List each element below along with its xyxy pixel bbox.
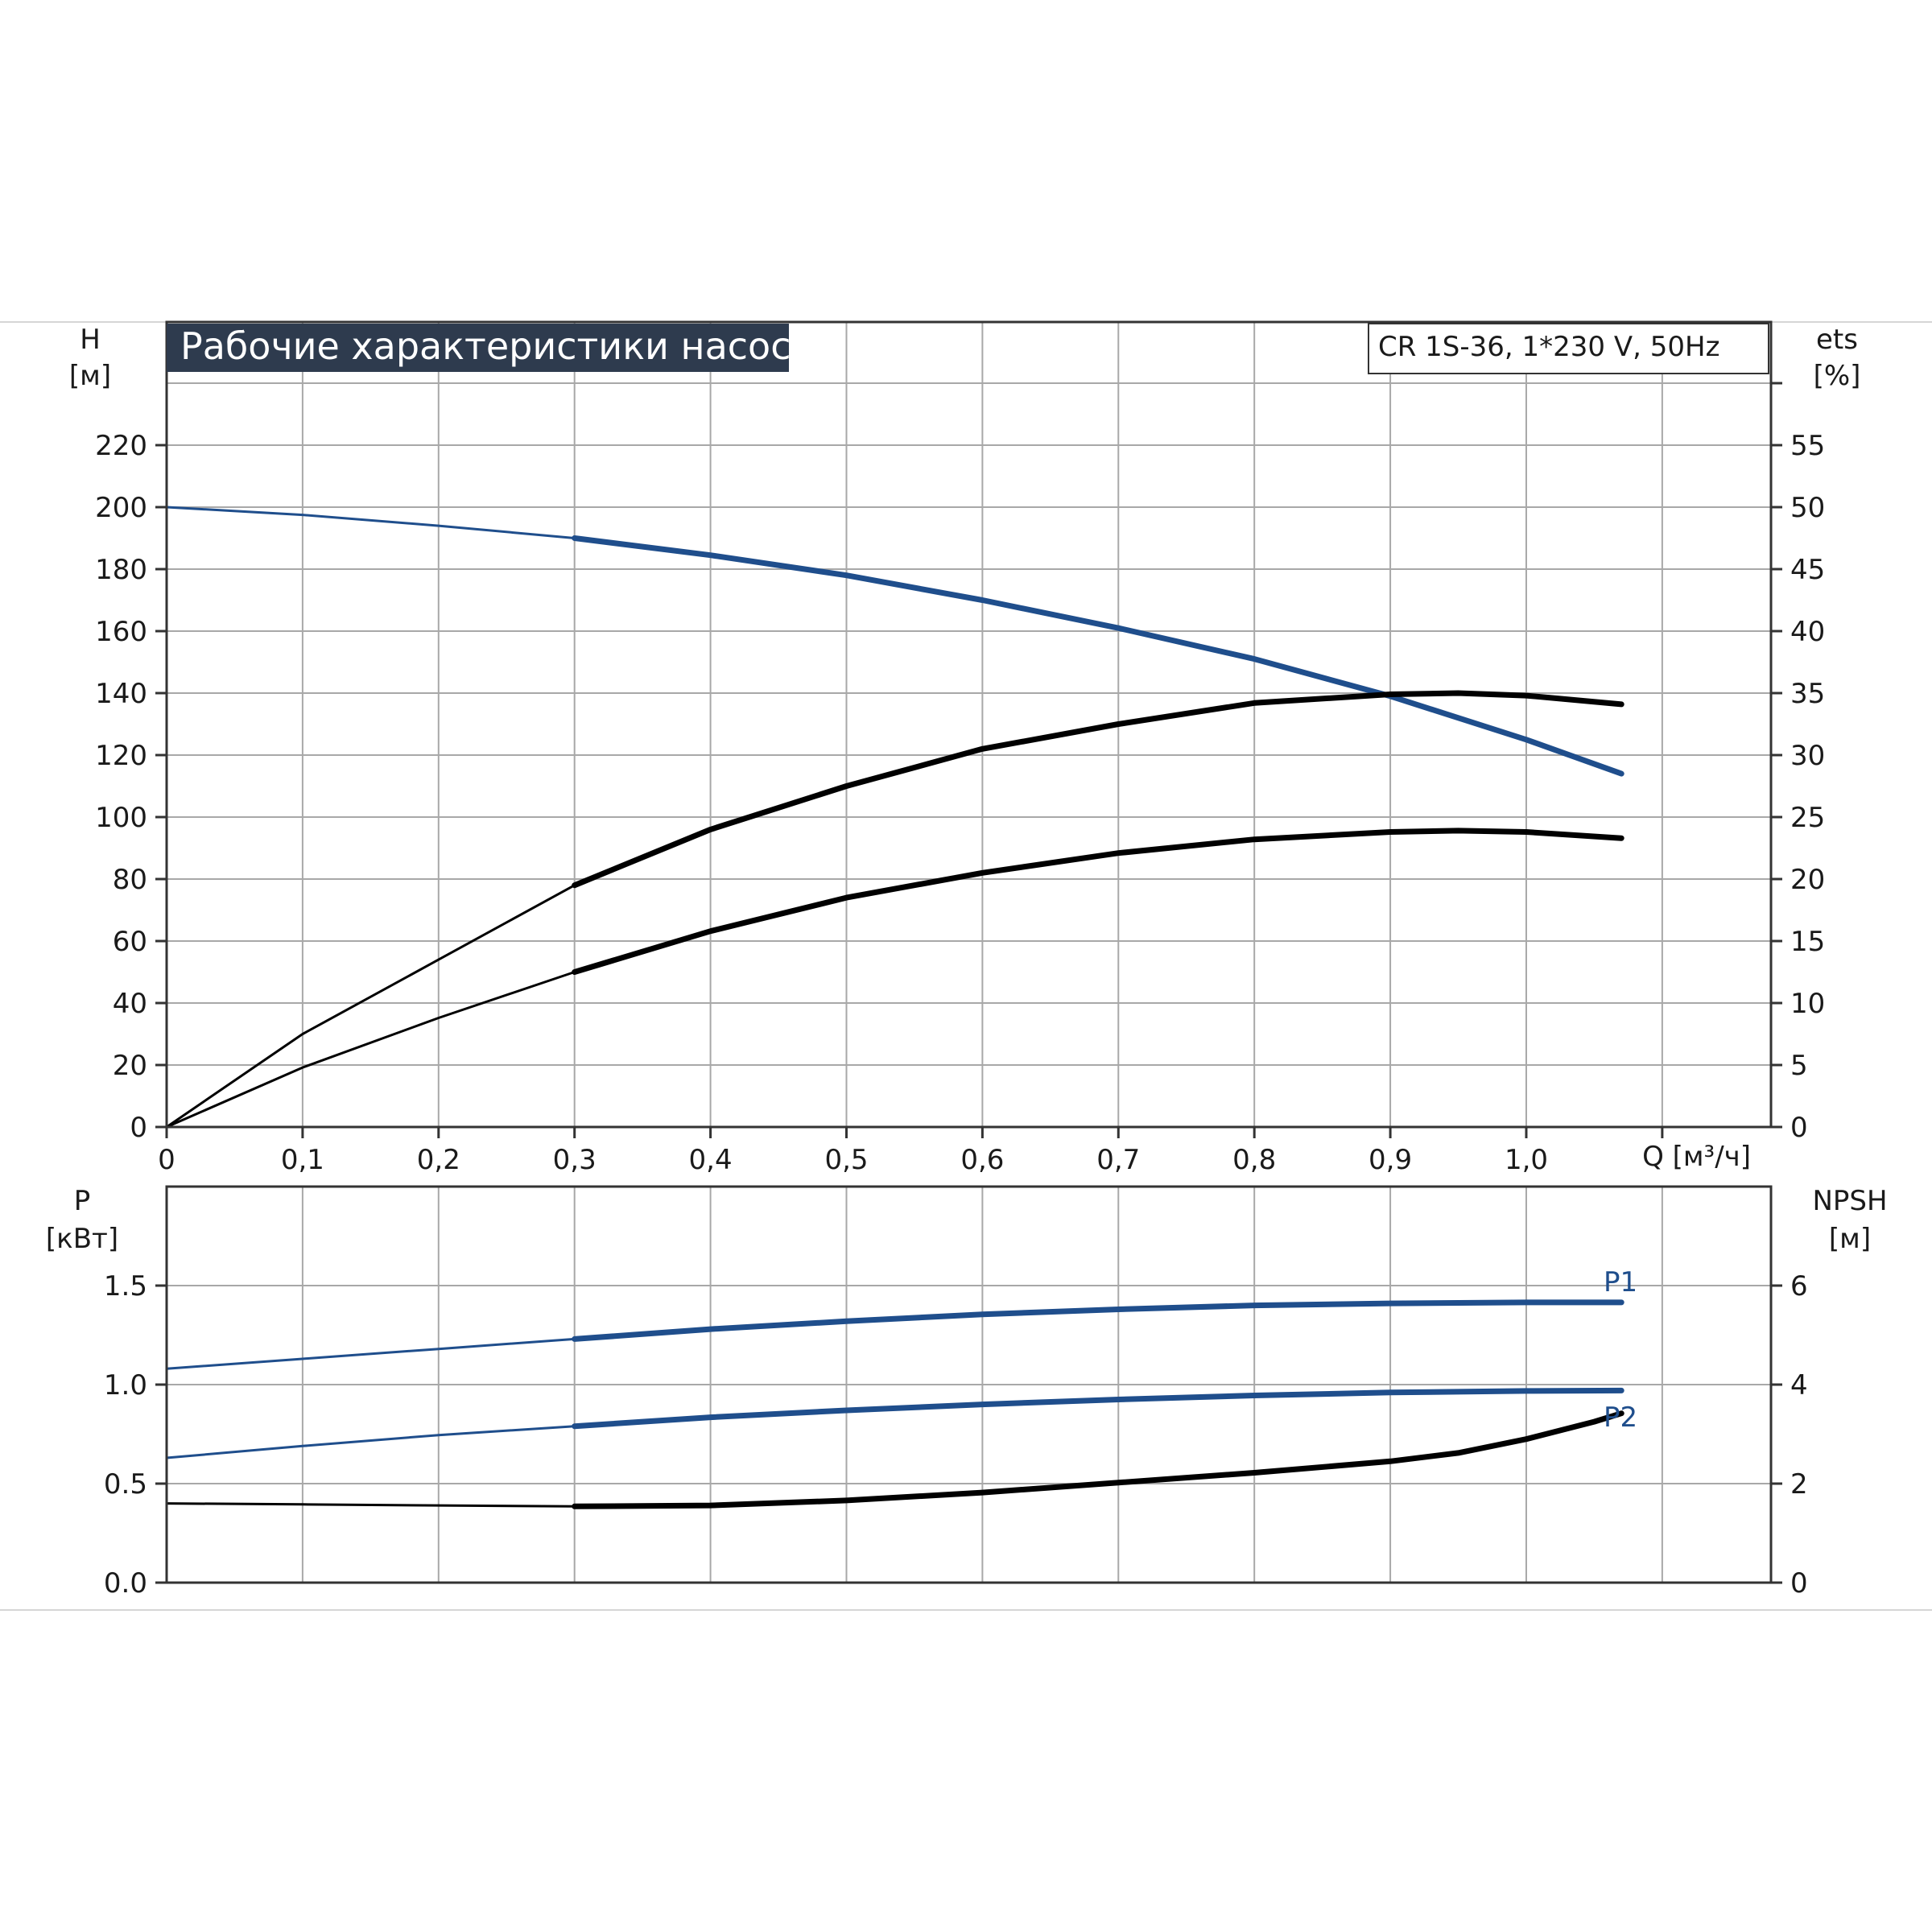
top-series-0-operating-range bbox=[572, 535, 1624, 777]
top-series-0-line bbox=[166, 506, 1622, 775]
efficiency-axis-label: ets bbox=[1816, 324, 1858, 356]
x-tick-label: 0,6 bbox=[960, 1144, 1004, 1176]
top-series-2-line bbox=[166, 829, 1622, 1129]
chart-title: Рабочие характеристики насоса bbox=[180, 324, 814, 368]
bottom-right-axis-ticks: 0 2 4 6 bbox=[1771, 1270, 1808, 1600]
bottom-chart-grid bbox=[167, 1187, 1771, 1583]
top-right-axis-ticks: 0 5 10 15 20 25 30 35 40 45 50 55 bbox=[1771, 382, 1825, 1144]
top-chart-grid bbox=[167, 322, 1771, 1127]
left-tick-label: 180 bbox=[95, 554, 147, 586]
npsh-axis-label: NPSH bbox=[1812, 1185, 1887, 1217]
left-tick-label: 60 bbox=[113, 926, 147, 958]
left-tick-label: 0.5 bbox=[104, 1468, 147, 1501]
bottom-series-1-operating-range bbox=[572, 1387, 1624, 1430]
bottom-series-0-operating-range bbox=[572, 1299, 1624, 1342]
head-axis-label: H bbox=[80, 324, 101, 356]
bottom-chart-series bbox=[166, 1299, 1624, 1509]
right-tick-label: 10 bbox=[1790, 988, 1825, 1020]
x-tick-label: 0 bbox=[158, 1144, 175, 1176]
model-box bbox=[1368, 323, 1769, 374]
top-chart-series bbox=[166, 506, 1624, 1129]
left-tick-label: 120 bbox=[95, 740, 147, 772]
right-tick-label: 45 bbox=[1790, 554, 1825, 586]
bottom-series-0-line bbox=[166, 1301, 1622, 1370]
right-tick-label: 4 bbox=[1790, 1369, 1808, 1402]
bottom-series-1-line bbox=[166, 1389, 1622, 1459]
x-tick-label: 0,8 bbox=[1232, 1144, 1276, 1176]
p2-curve-label: P2 bbox=[1604, 1402, 1637, 1434]
right-tick-label: 35 bbox=[1790, 678, 1825, 710]
right-tick-label: 40 bbox=[1790, 616, 1825, 648]
flow-axis-label: Q [м³/ч] bbox=[1642, 1141, 1751, 1173]
p1-curve-label: P1 bbox=[1604, 1266, 1637, 1298]
top-chart-frame bbox=[165, 320, 1773, 1129]
chart-title-background bbox=[167, 324, 789, 372]
left-tick-label: 80 bbox=[113, 864, 147, 896]
left-tick-label: 200 bbox=[95, 492, 147, 524]
x-tick-label: 0,2 bbox=[417, 1144, 460, 1176]
left-tick-label: 140 bbox=[95, 678, 147, 710]
x-tick-label: 0,1 bbox=[281, 1144, 324, 1176]
left-tick-label: 40 bbox=[113, 988, 147, 1020]
right-tick-label: 6 bbox=[1790, 1270, 1808, 1302]
top-left-axis-ticks: 0 20 40 60 80 100 120 140 160 180 200 220 bbox=[95, 430, 167, 1144]
top-series-2-operating-range bbox=[572, 828, 1624, 975]
right-tick-label: 20 bbox=[1790, 864, 1825, 896]
npsh-axis-unit: [м] bbox=[1829, 1223, 1871, 1255]
model-label: CR 1S-36, 1*230 V, 50Hz bbox=[1378, 331, 1719, 363]
x-tick-label: 0,7 bbox=[1096, 1144, 1140, 1176]
right-tick-label: 15 bbox=[1790, 926, 1825, 958]
bottom-left-axis-ticks: 0.0 0.5 1.0 1.5 bbox=[104, 1270, 167, 1600]
right-tick-label: 0 bbox=[1790, 1567, 1808, 1600]
head-axis-unit: [м] bbox=[69, 360, 111, 392]
right-tick-label: 0 bbox=[1790, 1112, 1808, 1144]
left-tick-label: 160 bbox=[95, 616, 147, 648]
x-tick-label: 0,9 bbox=[1368, 1144, 1412, 1176]
right-tick-label: 30 bbox=[1790, 740, 1825, 772]
x-tick-label: 0,3 bbox=[553, 1144, 597, 1176]
left-tick-label: 1.0 bbox=[104, 1369, 147, 1402]
bottom-series-2-operating-range bbox=[572, 1410, 1624, 1509]
power-axis-label: P bbox=[74, 1185, 91, 1217]
left-tick-label: 220 bbox=[95, 430, 147, 462]
x-tick-label: 1,0 bbox=[1505, 1144, 1548, 1176]
top-series-1-operating-range bbox=[572, 690, 1624, 889]
right-tick-label: 2 bbox=[1790, 1468, 1808, 1501]
x-tick-label: 0,5 bbox=[824, 1144, 868, 1176]
left-tick-label: 0 bbox=[130, 1112, 147, 1144]
right-tick-label: 5 bbox=[1790, 1050, 1808, 1082]
left-tick-label: 100 bbox=[95, 802, 147, 834]
right-tick-label: 55 bbox=[1790, 430, 1825, 462]
right-tick-label: 25 bbox=[1790, 802, 1825, 834]
top-series-1-line bbox=[166, 691, 1622, 1129]
x-axis-ticks: 0 0,1 0,2 0,3 0,4 0,5 0,6 0,7 0,8 0,9 1,0 bbox=[158, 1127, 1664, 1176]
left-tick-label: 0.0 bbox=[104, 1567, 147, 1600]
power-axis-unit: [кВт] bbox=[46, 1223, 118, 1255]
left-tick-label: 20 bbox=[113, 1050, 147, 1082]
left-tick-label: 1.5 bbox=[104, 1270, 147, 1302]
efficiency-axis-unit: [%] bbox=[1814, 360, 1861, 392]
x-tick-label: 0,4 bbox=[689, 1144, 733, 1176]
right-tick-label: 50 bbox=[1790, 492, 1825, 524]
